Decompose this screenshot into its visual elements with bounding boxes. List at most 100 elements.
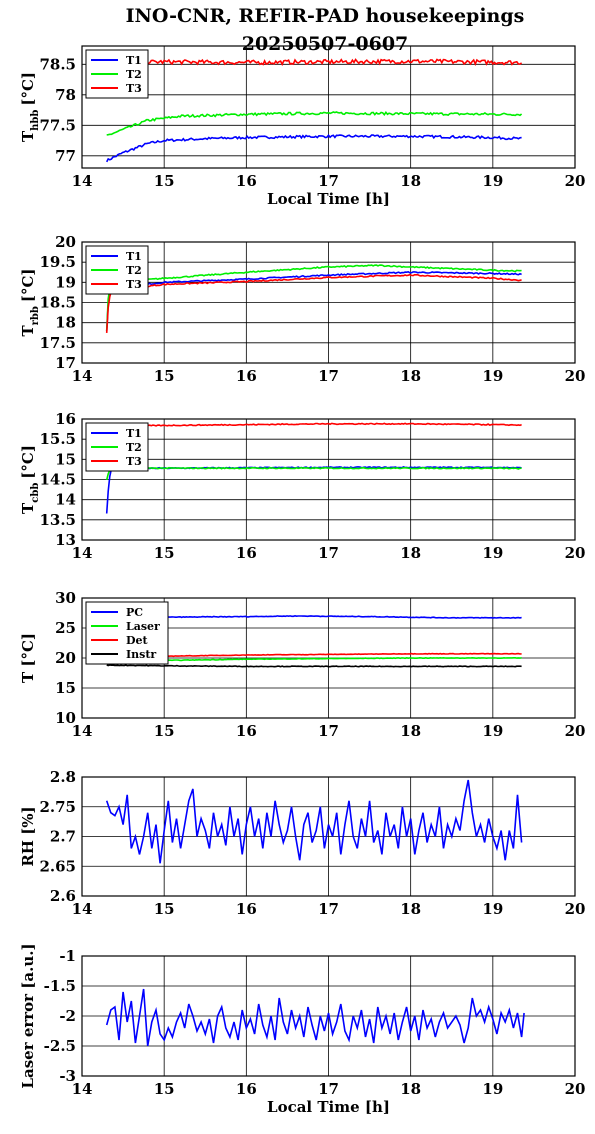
panel-6: -3 -2.5 -2 -1.5 -1 14 15 16 17 18 19 20 Laser error … bbox=[19, 943, 585, 1116]
xtick-label: 15 bbox=[154, 722, 175, 740]
series-line-s1 bbox=[105, 779, 523, 864]
ytick-label: 77 bbox=[55, 147, 76, 165]
ytick-label: 20 bbox=[55, 649, 76, 667]
xtick-label: 20 bbox=[565, 722, 586, 740]
xtick-label: 15 bbox=[154, 1080, 175, 1098]
ytick-label: 2.7 bbox=[50, 828, 76, 846]
plot-frame bbox=[81, 241, 576, 364]
xtick-label: 17 bbox=[318, 1080, 339, 1098]
chart-title: INO-CNR, REFIR-PAD housekeepings bbox=[126, 5, 525, 27]
ytick-label: 78.5 bbox=[39, 55, 76, 73]
xtick-label: 14 bbox=[72, 544, 93, 562]
panel-3: 13 13.5 14 14.5 15 15.5 16 14 15 16 17 18 19 20 T1T2T3… bbox=[19, 410, 585, 562]
xtick-label: 18 bbox=[400, 172, 421, 190]
plot-frame bbox=[81, 45, 576, 169]
xtick-label: 20 bbox=[565, 544, 586, 562]
series-line-T2 bbox=[106, 110, 523, 136]
xtick-label: 15 bbox=[154, 900, 175, 918]
xtick-label: 20 bbox=[565, 1080, 586, 1098]
y-axis-label: RH [%] bbox=[19, 806, 37, 866]
ytick-label: 14.5 bbox=[39, 471, 76, 489]
y-axis-label: Laser error [a.u.] bbox=[19, 943, 37, 1088]
series-line-T3 bbox=[105, 273, 522, 333]
xtick-label: 19 bbox=[482, 900, 503, 918]
y-axis-label: Tcbb[°C] bbox=[19, 445, 41, 514]
y-axis-label: Trbb[°C] bbox=[19, 268, 41, 336]
legend-label: Laser bbox=[126, 620, 160, 633]
xtick-label: 15 bbox=[154, 367, 175, 385]
ytick-label: -2.5 bbox=[44, 1037, 76, 1055]
xtick-label: 18 bbox=[400, 544, 421, 562]
chart-subtitle: 20250507-0607 bbox=[242, 33, 409, 55]
xtick-label: 17 bbox=[318, 544, 339, 562]
ytick-label: 25 bbox=[55, 619, 76, 637]
xtick-label: 18 bbox=[400, 1080, 421, 1098]
xtick-label: 18 bbox=[400, 367, 421, 385]
series-line-Instr bbox=[106, 664, 522, 668]
x-axis-label: Local Time [h] bbox=[267, 190, 390, 208]
xtick-label: 14 bbox=[72, 722, 93, 740]
xtick-label: 17 bbox=[318, 722, 339, 740]
xtick-label: 15 bbox=[154, 544, 175, 562]
ytick-label: 20 bbox=[55, 233, 76, 251]
legend-label: T1 bbox=[126, 54, 142, 67]
ytick-label: 30 bbox=[55, 589, 76, 607]
ytick-label: -1.5 bbox=[44, 977, 76, 995]
ytick-label: 2.6 bbox=[50, 887, 76, 905]
series-line-T3 bbox=[106, 422, 522, 428]
series-line-T1 bbox=[105, 270, 522, 332]
xtick-label: 18 bbox=[400, 900, 421, 918]
xtick-label: 15 bbox=[154, 172, 175, 190]
xtick-label: 14 bbox=[72, 1080, 93, 1098]
xtick-label: 17 bbox=[318, 900, 339, 918]
series-line-PC bbox=[106, 614, 522, 620]
legend-label: PC bbox=[126, 606, 143, 619]
legend-label: T2 bbox=[126, 68, 142, 81]
legend-label: T3 bbox=[126, 455, 142, 468]
xtick-label: 16 bbox=[236, 544, 257, 562]
xtick-label: 19 bbox=[482, 172, 503, 190]
xtick-label: 14 bbox=[72, 900, 93, 918]
xtick-label: 19 bbox=[482, 722, 503, 740]
ytick-label: -1 bbox=[59, 947, 76, 965]
ytick-label: 2.8 bbox=[50, 768, 76, 786]
xtick-label: 14 bbox=[72, 172, 93, 190]
plot-frame bbox=[81, 597, 576, 719]
xtick-label: 16 bbox=[236, 367, 257, 385]
y-axis-label: Thbb[°C] bbox=[19, 72, 41, 142]
y-axis-label: T [°C] bbox=[19, 633, 37, 683]
ytick-label: 18 bbox=[55, 314, 76, 332]
xtick-label: 16 bbox=[236, 1080, 257, 1098]
xtick-label: 19 bbox=[482, 544, 503, 562]
series-line-T2 bbox=[105, 264, 522, 331]
plot-frame bbox=[81, 776, 576, 897]
legend-label: T1 bbox=[126, 427, 142, 440]
series-line-Det bbox=[106, 652, 522, 659]
x-axis-label: Local Time [h] bbox=[267, 1098, 390, 1116]
xtick-label: 16 bbox=[236, 722, 257, 740]
ytick-label: 19 bbox=[55, 273, 76, 291]
xtick-label: 20 bbox=[565, 367, 586, 385]
ytick-label: 19.5 bbox=[39, 253, 76, 271]
series-line-T1 bbox=[105, 134, 522, 163]
legend-label: T2 bbox=[126, 264, 142, 277]
xtick-label: 18 bbox=[400, 722, 421, 740]
ytick-label: 16 bbox=[55, 410, 76, 428]
xtick-label: 14 bbox=[72, 367, 93, 385]
xtick-label: 16 bbox=[236, 900, 257, 918]
legend-label: Det bbox=[126, 634, 149, 647]
ytick-label: 15 bbox=[55, 679, 76, 697]
legend-label: T2 bbox=[126, 441, 142, 454]
series-line-Laser bbox=[106, 656, 522, 663]
series-line-s1 bbox=[105, 988, 525, 1047]
ytick-label: 17 bbox=[55, 354, 76, 372]
ytick-label: 18.5 bbox=[39, 294, 76, 312]
ytick-label: 13 bbox=[55, 531, 76, 549]
ytick-label: 14 bbox=[55, 491, 76, 509]
xtick-label: 17 bbox=[318, 367, 339, 385]
xtick-label: 20 bbox=[565, 172, 586, 190]
